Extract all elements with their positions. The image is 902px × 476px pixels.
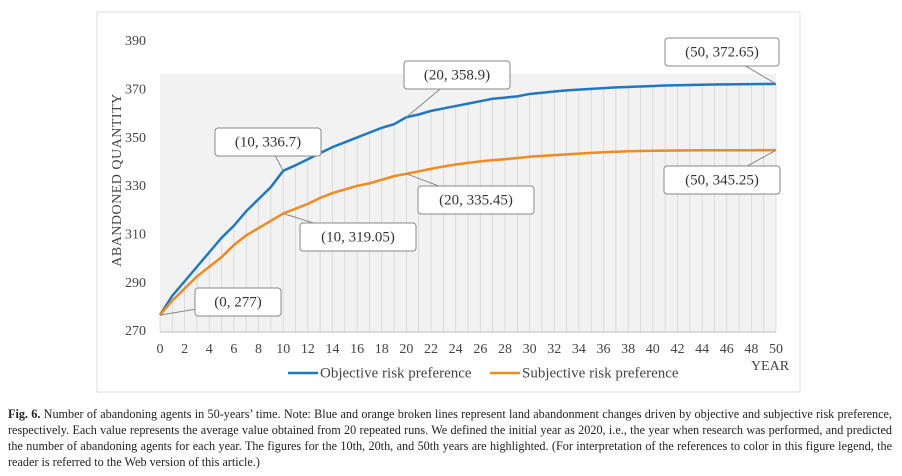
x-tick-label: 12 bbox=[301, 342, 315, 357]
x-tick-label: 0 bbox=[157, 342, 164, 357]
caption-label: Fig. 6. bbox=[8, 407, 41, 421]
callout-box bbox=[664, 37, 780, 67]
callout-box bbox=[214, 127, 322, 157]
x-tick-label: 28 bbox=[498, 342, 512, 357]
x-tick-label: 32 bbox=[547, 342, 561, 357]
y-tick-label: 370 bbox=[125, 83, 146, 98]
x-tick-label: 18 bbox=[375, 342, 389, 357]
series-line bbox=[158, 82, 777, 316]
legend-label: Objective risk preference bbox=[320, 365, 472, 381]
x-tick-label: 14 bbox=[325, 342, 339, 357]
callout-box bbox=[403, 60, 511, 90]
annotation: (10, 319.05) bbox=[321, 229, 395, 245]
x-tick-label: 30 bbox=[523, 342, 537, 357]
caption: Fig. 6. Number of abandoning agents in 5… bbox=[8, 406, 892, 470]
x-tick-label: 46 bbox=[720, 342, 734, 357]
callout-box bbox=[194, 287, 282, 317]
x-tick-label: 42 bbox=[670, 342, 684, 357]
y-tick-label: 270 bbox=[125, 324, 146, 339]
y-tick-label: 350 bbox=[125, 131, 146, 146]
annotation: (50, 372.65) bbox=[685, 44, 759, 60]
y-tick-label: 290 bbox=[125, 276, 146, 291]
x-tick-label: 36 bbox=[597, 342, 611, 357]
y-tick-label: 390 bbox=[125, 34, 146, 49]
x-tick-label: 44 bbox=[695, 342, 709, 357]
caption-text: Number of abandoning agents in 50-years’… bbox=[8, 407, 892, 469]
callout-box bbox=[299, 222, 417, 252]
y-axis-label: ABANDONED QUANTITY bbox=[110, 93, 125, 266]
annotation: (10, 336.7) bbox=[235, 134, 301, 150]
x-tick-label: 4 bbox=[206, 342, 213, 357]
x-tick-label: 50 bbox=[769, 342, 783, 357]
legend-label: Subjective risk preference bbox=[522, 365, 679, 381]
x-tick-label: 24 bbox=[449, 342, 463, 357]
y-tick-label: 330 bbox=[125, 179, 146, 194]
x-tick-label: 10 bbox=[276, 342, 290, 357]
x-axis-label: YEAR bbox=[751, 359, 790, 374]
x-tick-label: 26 bbox=[473, 342, 487, 357]
x-tick-label: 34 bbox=[572, 342, 586, 357]
annotation: (20, 358.9) bbox=[424, 67, 490, 83]
x-tick-label: 2 bbox=[181, 342, 188, 357]
x-tick-label: 20 bbox=[399, 342, 413, 357]
series-line bbox=[159, 148, 777, 316]
chart: ABANDONED QUANTITY YEAR 270 290 310 330 350 3… bbox=[96, 11, 801, 393]
annotation: (0, 277) bbox=[214, 294, 262, 310]
annotation: (50, 345.25) bbox=[685, 172, 759, 188]
x-tick-label: 6 bbox=[230, 342, 237, 357]
annotation: (20, 335.45) bbox=[439, 192, 513, 208]
x-tick-label: 48 bbox=[744, 342, 758, 357]
callout-box bbox=[417, 185, 535, 215]
callout-box bbox=[663, 165, 781, 195]
x-tick-label: 40 bbox=[646, 342, 660, 357]
x-tick-label: 38 bbox=[621, 342, 635, 357]
x-tick-label: 22 bbox=[424, 342, 438, 357]
x-tick-label: 16 bbox=[350, 342, 364, 357]
x-tick-label: 8 bbox=[255, 342, 262, 357]
y-tick-label: 310 bbox=[125, 228, 146, 243]
